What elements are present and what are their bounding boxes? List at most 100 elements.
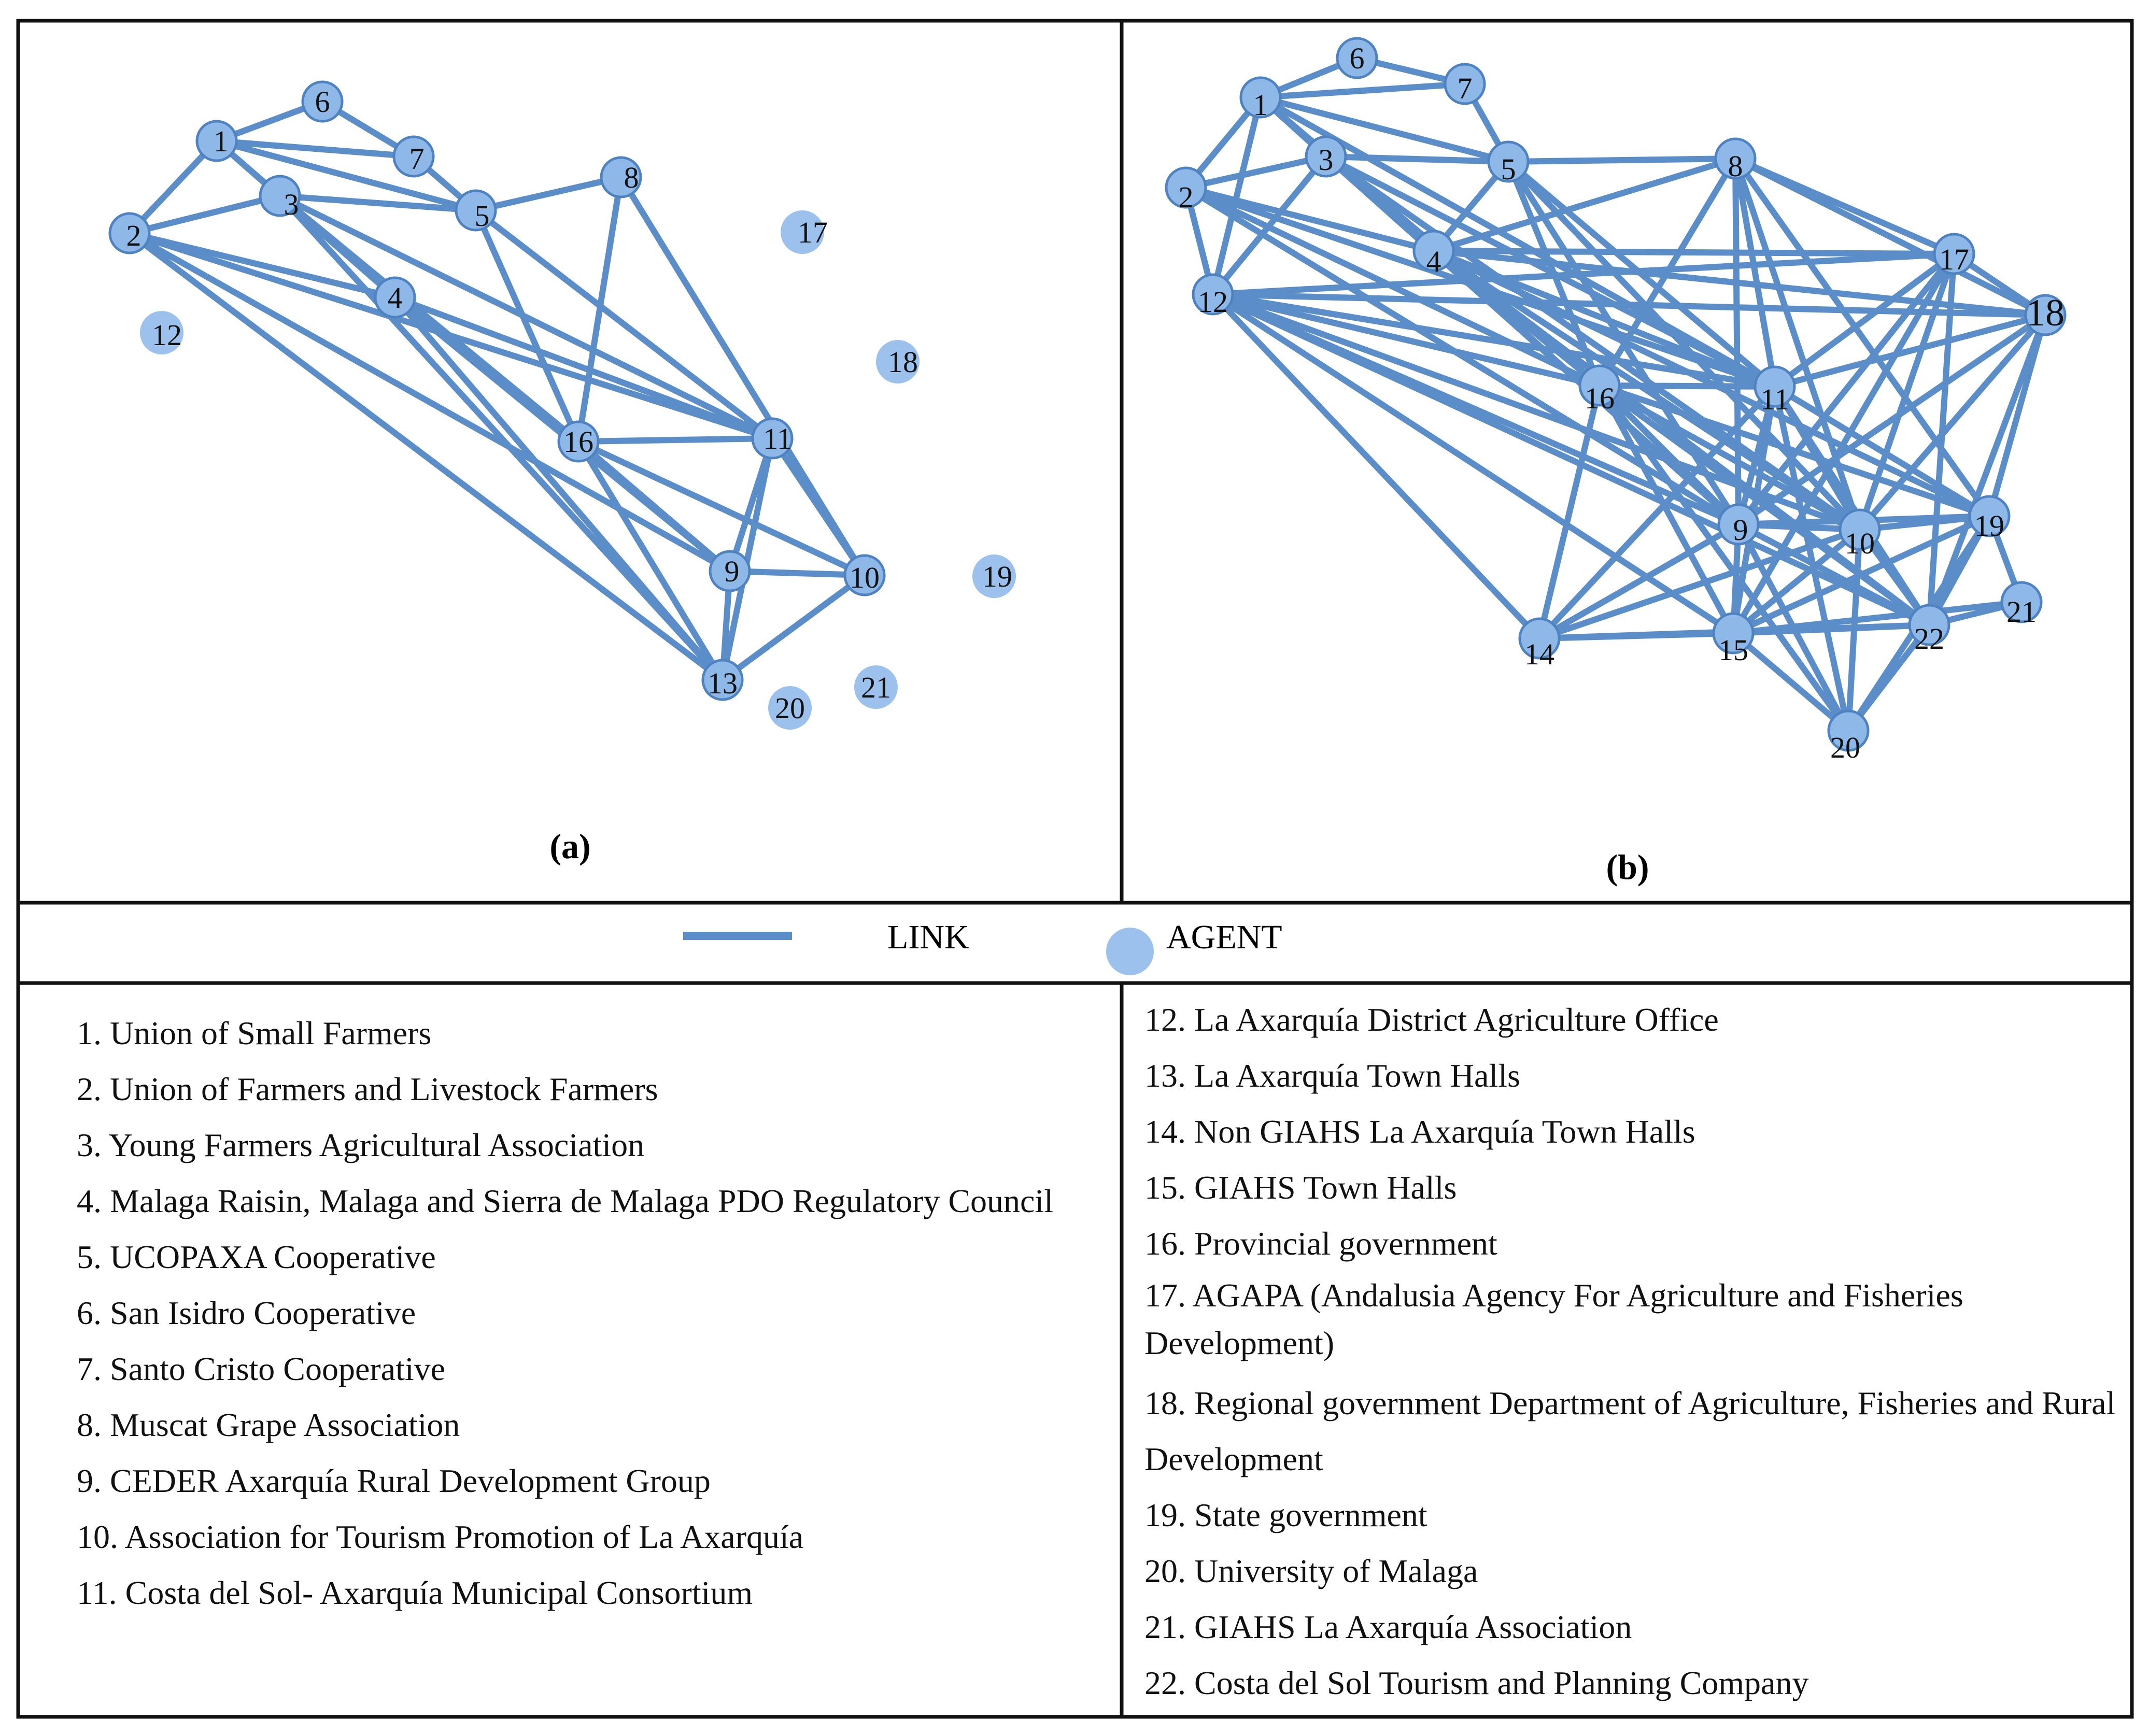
- link-a-9-10: [727, 568, 868, 578]
- agent-node-a-5: [455, 189, 497, 232]
- agent-entry-21: 21. GIAHS La Axarquía Association: [1144, 1609, 1632, 1645]
- agent-node-a-7: [392, 135, 435, 178]
- agent-label-a-21: 21: [861, 671, 891, 704]
- link-a-16-11: [575, 435, 775, 445]
- link-b-22-20: [1845, 622, 1932, 734]
- link-b-8-19: [1732, 155, 1992, 519]
- link-b-16-15: [1596, 382, 1736, 636]
- agent-label-a-1: 1: [214, 124, 229, 158]
- agent-node-a-2: [108, 212, 151, 254]
- agent-label-a-7: 7: [409, 142, 425, 176]
- agent-node-a-10: [843, 554, 886, 596]
- agent-label-a-9: 9: [725, 554, 740, 588]
- agent-label-a-3: 3: [284, 188, 299, 221]
- agent-node-a-8: [600, 156, 642, 198]
- agent-node-a-3: [259, 175, 301, 217]
- agent-node-a-1: [195, 120, 238, 162]
- agent-label-a-20: 20: [775, 691, 805, 725]
- link-b-1-5: [1257, 94, 1511, 165]
- agent-node-b-5: [1487, 140, 1530, 183]
- agent-label-b-18: 18: [2026, 292, 2065, 334]
- agent-entry-17: 17. AGAPA (Andalusia Agency For Agricult…: [1144, 1277, 1963, 1361]
- link-b-3-12: [1210, 153, 1329, 297]
- link-b-5-8: [1505, 155, 1738, 165]
- panel-label-b: (b): [1606, 847, 1649, 887]
- link-b-1-12: [1210, 94, 1264, 297]
- agent-label-b-21: 21: [2006, 595, 2037, 629]
- link-a-2-13: [126, 230, 726, 683]
- link-b-2-3: [1183, 153, 1329, 191]
- link-a-2-9: [126, 230, 733, 574]
- agent-label-b-3: 3: [1319, 143, 1334, 177]
- agent-label-b-4: 4: [1426, 245, 1441, 278]
- link-a-2-3: [126, 193, 283, 236]
- link-a-3-13: [277, 193, 726, 683]
- link-b-4-8: [1431, 155, 1738, 254]
- agent-node-b-14: [1518, 617, 1561, 660]
- agent-entry-10: 10. Association for Tourism Promotion of…: [77, 1518, 804, 1555]
- agent-label-a-6: 6: [315, 85, 330, 119]
- link-a-16-13: [575, 438, 726, 683]
- agent-entry-8: 8. Muscat Grape Association: [77, 1406, 460, 1443]
- link-a-2-4: [126, 230, 398, 301]
- link-b-16-11: [1596, 382, 1778, 390]
- agent-node-a-11: [751, 417, 794, 460]
- agent-label-b-2: 2: [1179, 180, 1194, 214]
- agent-label-b-6: 6: [1350, 41, 1365, 75]
- agent-label-a-5: 5: [475, 199, 490, 233]
- agent-label-b-11: 11: [1760, 382, 1789, 416]
- agent-label-a-16: 16: [563, 425, 593, 459]
- agent-list-right: 12. La Axarquía District Agriculture Off…: [1144, 992, 2119, 1711]
- link-b-4-11: [1431, 248, 1778, 390]
- agent-entry-7: 7. Santo Cristo Cooperative: [77, 1350, 446, 1387]
- link-b-16-14: [1536, 382, 1603, 642]
- agent-entry-20: 20. University of Malaga: [1144, 1553, 1478, 1589]
- link-b-9-22: [1735, 521, 1932, 628]
- link-a-5-8: [473, 174, 624, 214]
- agent-label-a-2: 2: [126, 219, 142, 252]
- link-b-1-11: [1257, 94, 1778, 390]
- agent-node-a-9: [709, 550, 751, 592]
- panel-label-a: (a): [549, 827, 590, 866]
- link-b-16-19: [1596, 382, 1992, 519]
- link-b-15-20: [1730, 630, 1851, 734]
- agent-label-b-20: 20: [1830, 731, 1860, 764]
- agent-entry-22: 22. Costa del Sol Tourism and Planning C…: [1144, 1664, 1809, 1701]
- agent-entry-11: 11. Costa del Sol- Axarquía Municipal Co…: [77, 1574, 753, 1611]
- agent-node-b-10: [1839, 508, 1881, 551]
- link-b-9-14: [1536, 521, 1742, 642]
- agent-node-b-20: [1827, 709, 1870, 752]
- agent-node-b-12: [1192, 273, 1234, 316]
- agent-node-a-6: [301, 80, 344, 123]
- link-a-4-13: [392, 294, 726, 683]
- agent-entry-14: 14. Non GIAHS La Axarquía Town Halls: [1144, 1113, 1695, 1150]
- agent-label-b-9: 9: [1733, 513, 1748, 547]
- link-b-16-22: [1596, 382, 1932, 628]
- agent-entry-19: 19. State government: [1144, 1497, 1427, 1533]
- legend-link-label: LINK: [887, 918, 969, 956]
- link-b-11-15: [1730, 383, 1778, 636]
- link-b-18-11: [1772, 312, 2048, 390]
- link-b-12-16: [1210, 291, 1603, 389]
- agent-node-b-16: [1578, 364, 1621, 407]
- agent-label-a-8: 8: [624, 161, 639, 194]
- agent-label-a-4: 4: [388, 281, 403, 315]
- link-a-4-11: [392, 294, 775, 442]
- link-b-8-9: [1732, 155, 1742, 528]
- agent-node-b-4: [1412, 230, 1455, 272]
- link-a-16-9: [575, 438, 733, 574]
- link-b-17-15: [1730, 251, 1957, 636]
- link-b-12-10: [1210, 291, 1863, 533]
- agent-node-a-13: [701, 659, 744, 701]
- link-b-5-10: [1505, 159, 1863, 533]
- agent-node-a-17: [781, 210, 824, 254]
- agent-label-b-17: 17: [1939, 243, 1969, 276]
- link-a-1-5: [214, 138, 479, 214]
- agent-node-b-18: [2024, 294, 2067, 336]
- link-b-10-14: [1536, 527, 1863, 642]
- link-b-17-11: [1772, 251, 1957, 390]
- link-b-8-11: [1732, 155, 1778, 390]
